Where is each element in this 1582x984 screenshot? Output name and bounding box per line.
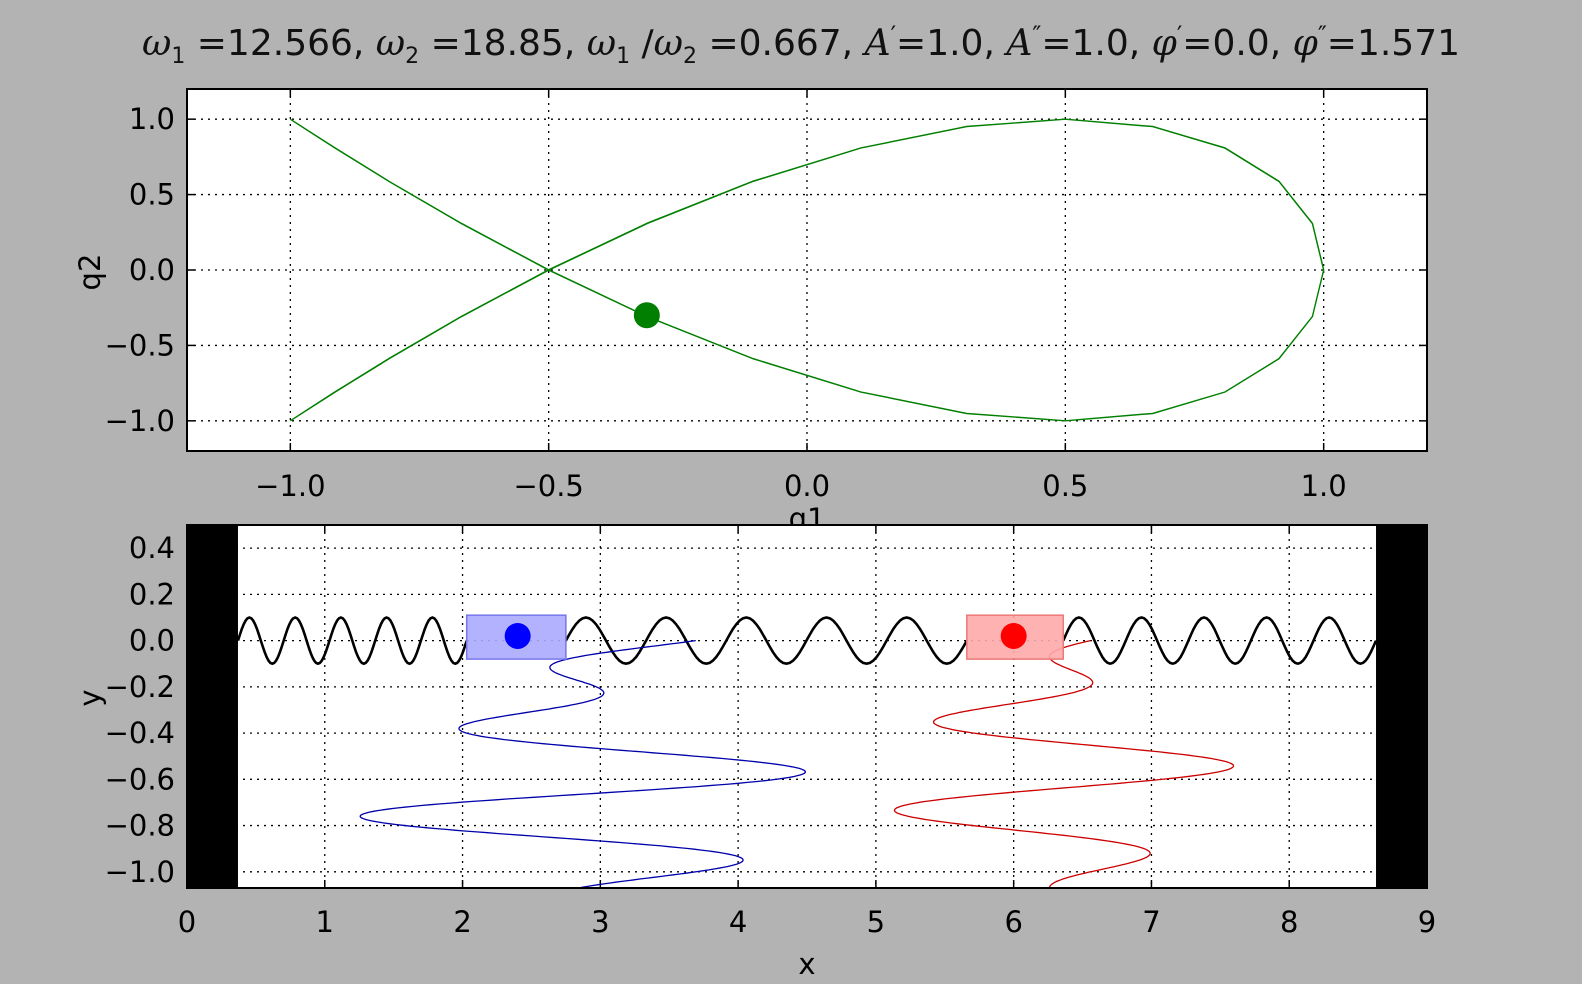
phase-x-tick-label: 0.0 (784, 469, 830, 503)
phase-x-tick-label: 0.5 (1042, 469, 1088, 503)
phase-grid (187, 89, 1427, 451)
spring (236, 616, 1378, 666)
title-term-6: φ″=1.571 (1293, 21, 1460, 64)
mass-y-tick-label: −0.2 (105, 670, 175, 704)
phase-trajectory (289, 118, 1325, 422)
title-term-1: ω2 =18.85, (376, 23, 587, 69)
mass-x-tick-label: 6 (1004, 905, 1022, 939)
mass-plot-area (187, 525, 1427, 888)
phase-x-tick-label: −0.5 (513, 469, 583, 503)
mass-x-tick-label: 3 (591, 905, 609, 939)
mass-x-tick-label: 1 (316, 905, 334, 939)
mass-y-tick-label: −1.0 (105, 855, 175, 889)
title-term-4: A″=1.0, (1003, 21, 1151, 64)
mass-y-tick-label: 0.4 (129, 531, 175, 565)
mass-x-tick-label: 9 (1418, 905, 1436, 939)
phase-x-tick-label: −1.0 (255, 469, 325, 503)
phase-y-tick-label: 0.0 (129, 253, 175, 287)
mass-x-tick-label: 0 (178, 905, 196, 939)
phase-plot-area (186, 88, 1428, 452)
figure-title: ω1 =12.566, ω2 =18.85, ω1 /ω2 =0.667, A′… (142, 21, 1460, 69)
title-term-5: φ′=0.0, (1152, 21, 1293, 64)
mass-y-axis-label: y (73, 689, 107, 706)
mass-plot-frame (186, 524, 1428, 889)
title-term-3: A′=1.0, (862, 21, 1007, 64)
mass-y-tick-label: −0.6 (105, 762, 175, 796)
wall-left (187, 525, 238, 888)
mass-y-tick-label: −0.4 (105, 716, 175, 750)
mass-x-axis-label: x (798, 947, 815, 981)
mass-x-tick-label: 5 (867, 905, 885, 939)
walls (187, 525, 1427, 888)
mass1-trace (359, 639, 807, 889)
mass1-dot (504, 622, 531, 649)
phase-y-tick-label: 0.5 (129, 178, 175, 212)
mass-x-tick-label: 2 (453, 905, 471, 939)
mass2-trace (893, 639, 1235, 889)
phase-y-tick-label: −1.0 (105, 404, 175, 438)
phase-ticks: −1.0 −0.5 0.0 0.5 1.0 −1.0 −0.5 0.0 0.5 1.0 (105, 89, 1427, 503)
mass-plot: 0 1 2 3 4 5 6 7 8 90.40.20.0−0.2−0.4−0.6−0.8−1.0 … (73, 524, 1436, 981)
phase-y-axis-label: q2 (73, 254, 107, 291)
mass-x-tick-label: 8 (1280, 905, 1298, 939)
title-term-0: ω1 =12.566, (142, 23, 376, 69)
wall-right (1376, 525, 1427, 888)
mass-ticks: 0 1 2 3 4 5 6 7 8 9 0.4 0.2 0.0 −0.2 −0.4 −0.6 −0.8 −1.0 (105, 525, 1436, 939)
mass-x-tick-label: 7 (1142, 905, 1160, 939)
phase-y-tick-label: 1.0 (129, 102, 175, 136)
phase-x-tick-label: 1.0 (1301, 469, 1347, 503)
phase-y-tick-label: −0.5 (105, 328, 175, 362)
title-term-2: ω1 /ω2 =0.667, (587, 23, 865, 69)
phase-current-point (633, 302, 660, 329)
mass-y-tick-label: −0.8 (105, 809, 175, 843)
mass-y-tick-label: 0.0 (129, 624, 175, 658)
phase-plot: −1.0 −0.5 0.0 0.5 1.0−1.0−0.50.00.51.0 q2 q1 (73, 88, 1428, 536)
mass2-dot (1000, 622, 1027, 649)
mass-x-tick-label: 4 (729, 905, 747, 939)
mass-y-tick-label: 0.2 (129, 577, 175, 611)
